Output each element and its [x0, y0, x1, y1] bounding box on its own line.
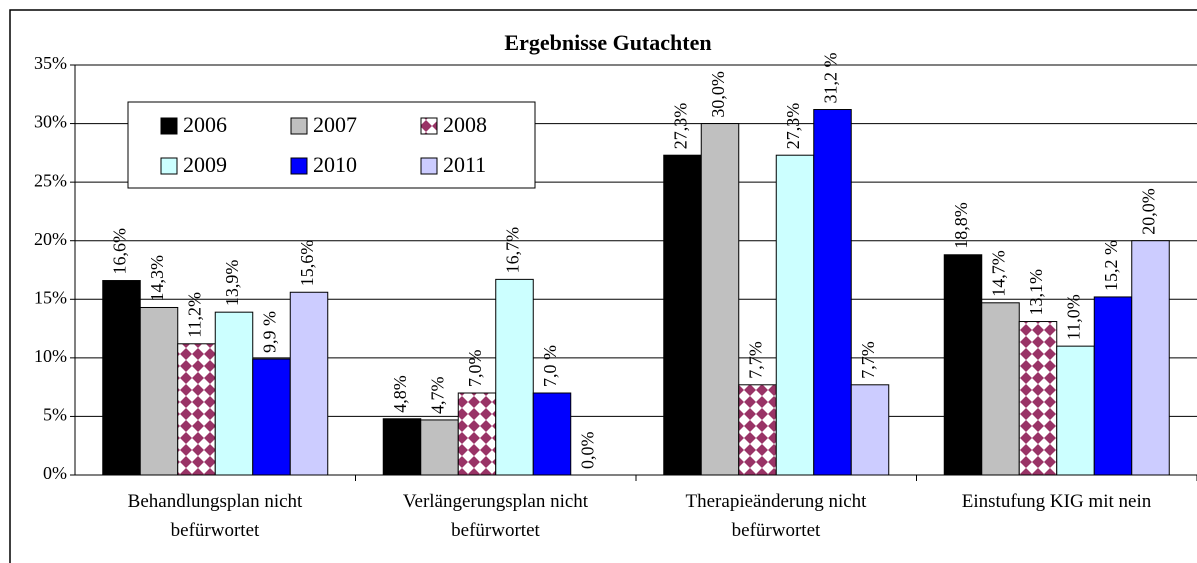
bar — [420, 419, 459, 476]
bar — [943, 254, 983, 476]
chart-title: Ergebnisse Gutachten — [504, 30, 711, 55]
chart-frame — [9, 9, 1197, 563]
value-label: 30,0% — [708, 71, 728, 118]
bar — [1056, 345, 1095, 476]
bar — [289, 291, 329, 476]
value-label: 13,1% — [1026, 269, 1046, 316]
bar — [139, 306, 179, 476]
y-tick-label: 10% — [34, 346, 67, 366]
value-label: 9,9 % — [260, 311, 280, 353]
bar — [457, 392, 497, 476]
y-tick-label: 35% — [34, 53, 67, 73]
bar — [1093, 296, 1133, 476]
y-tick-label: 15% — [34, 287, 67, 307]
x-tick-label: Therapieänderung nicht befürwortet — [685, 491, 867, 541]
value-label: 11,2% — [185, 292, 205, 338]
value-label: 16,6% — [110, 228, 130, 275]
value-label: 14,3% — [147, 255, 167, 302]
value-label: 4,8% — [390, 375, 410, 413]
bar — [1018, 321, 1058, 476]
y-tick-label: 20% — [34, 229, 67, 249]
value-label: 27,3% — [783, 103, 803, 150]
value-label: 7,7% — [858, 341, 878, 379]
x-tick-label: Behandlungsplan nicht befürwortet — [127, 491, 303, 541]
x-tick-label: Einstufung KIG mit nein — [961, 491, 1152, 512]
legend-swatch — [160, 117, 178, 135]
legend-swatch — [420, 117, 438, 135]
bar — [981, 302, 1020, 476]
legend-label: 2010 — [313, 152, 357, 177]
bar — [1131, 240, 1170, 476]
value-label: 4,7% — [428, 376, 448, 414]
y-tick-label: 5% — [43, 405, 67, 425]
bar — [252, 358, 291, 476]
bar — [532, 392, 572, 476]
legend-label: 2009 — [183, 152, 227, 177]
legend-swatch — [420, 157, 438, 175]
y-tick-label: 30% — [34, 112, 67, 132]
value-label: 14,7% — [989, 250, 1009, 297]
legend-swatch — [160, 157, 178, 175]
bar — [850, 384, 890, 476]
legend-swatch — [290, 117, 308, 135]
bar — [738, 384, 777, 476]
legend-label: 2008 — [443, 112, 487, 137]
legend-box — [127, 101, 536, 189]
x-tick-label: Verlängerungsplan nicht befürwortet — [402, 491, 589, 541]
legend-label: 2006 — [183, 112, 227, 137]
value-label: 18,8% — [951, 202, 971, 249]
value-label: 11,0% — [1064, 294, 1084, 340]
value-label: 20,0% — [1139, 188, 1159, 235]
legend-label: 2011 — [443, 152, 486, 177]
bar — [663, 154, 702, 476]
y-tick-label: 25% — [34, 170, 67, 190]
bar — [102, 280, 141, 476]
value-label: 7,7% — [746, 341, 766, 379]
value-label: 15,2 % — [1101, 240, 1121, 291]
value-label: 7,0% — [465, 350, 485, 388]
bar — [495, 278, 534, 476]
legend-label: 2007 — [313, 112, 357, 137]
value-label: 16,7% — [503, 227, 523, 274]
value-label: 27,3% — [671, 103, 691, 150]
y-tick-label: 0% — [43, 463, 67, 483]
bar — [813, 109, 852, 476]
bar — [775, 154, 815, 476]
bar — [177, 343, 216, 476]
bar — [382, 418, 422, 476]
value-label: 7,0 % — [540, 345, 560, 387]
value-label: 15,6% — [297, 240, 317, 287]
bar — [214, 311, 254, 476]
bar — [700, 123, 740, 476]
value-label: 0,0% — [578, 432, 598, 470]
value-label: 31,2 % — [821, 53, 841, 104]
legend-swatch — [290, 157, 308, 175]
value-label: 13,9% — [222, 260, 242, 307]
